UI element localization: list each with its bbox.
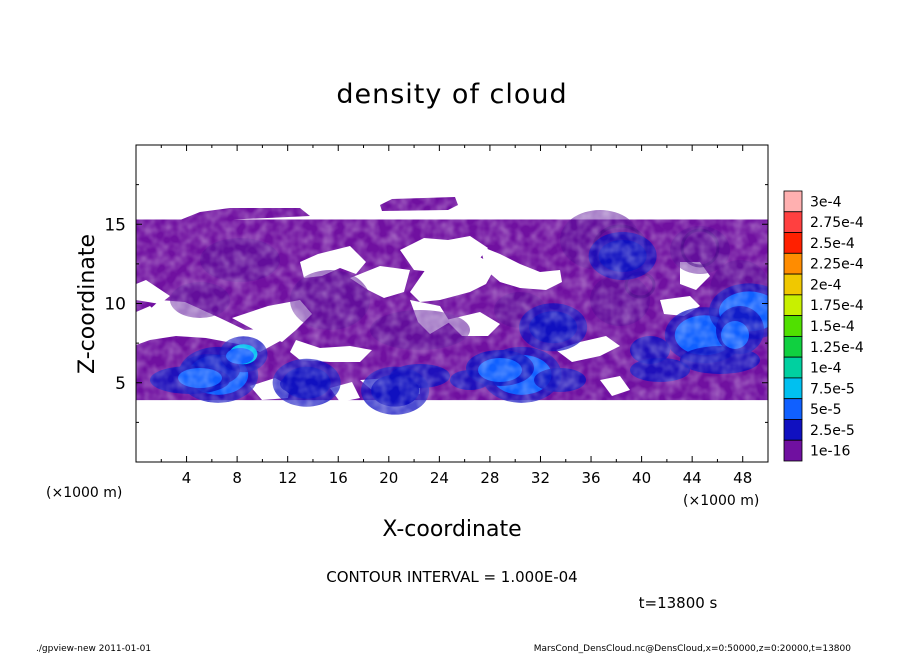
colorbar-swatch: [783, 377, 803, 400]
y-tick-label: 15: [104, 215, 126, 235]
colorbar-swatch: [783, 356, 803, 379]
time-label: t=13800 s: [639, 594, 718, 612]
colorbar-swatch: [783, 211, 803, 233]
x-tick-label: 28: [480, 469, 499, 487]
colorbar-label: 1.75e-4: [810, 298, 864, 314]
colorbar-swatch: [783, 335, 803, 358]
x-tick-label: 20: [379, 469, 398, 487]
y-tick-label: 5: [115, 374, 126, 394]
colorbar-swatch: [783, 398, 803, 420]
x-tick-label: 12: [278, 469, 297, 487]
colorbar-swatch: [783, 419, 803, 441]
colorbar-swatch: [783, 252, 803, 275]
colorbar-label: 2e-4: [810, 277, 842, 293]
x-tick-label: 16: [329, 469, 348, 487]
x-unit-right: (×1000 m): [683, 493, 759, 509]
colorbar-label: 1e-16: [810, 444, 850, 460]
colorbar-label: 2.5e-4: [810, 236, 855, 252]
colorbar-swatch: [783, 294, 803, 317]
x-tick-label: 4: [182, 469, 192, 487]
x-tick-label: 44: [683, 469, 702, 487]
y-tick-label: 10: [104, 295, 126, 315]
colorbar-label: 2.25e-4: [810, 257, 864, 273]
colorbar-swatch: [783, 439, 803, 462]
footer-left: ./gpview-new 2011-01-01: [36, 644, 151, 654]
chart-title: density of cloud: [336, 79, 567, 110]
colorbar-label: 2.75e-4: [810, 215, 864, 231]
colorbar-label: 1e-4: [810, 361, 842, 377]
colorbar-label: 3e-4: [810, 194, 842, 210]
colorbar-label: 7.5e-5: [810, 381, 855, 397]
x-axis-label: X-coordinate: [382, 517, 521, 542]
cloud-field: [136, 145, 768, 462]
colorbar-swatch: [783, 190, 803, 213]
x-tick-label: 36: [581, 469, 600, 487]
x-tick-label: 24: [430, 469, 449, 487]
colorbar-label: 1.25e-4: [810, 340, 864, 356]
x-axis: 4 8 12 16 20 24 28 32 36 40 44 48: [160, 145, 752, 487]
colorbar-swatch: [783, 273, 803, 296]
y-axis-label: Z-coordinate: [75, 234, 100, 374]
x-tick-label: 8: [232, 469, 242, 487]
colorbar-swatch: [783, 315, 803, 337]
y-axis: 5 10 15: [104, 184, 768, 423]
colorbar-label: 1.5e-4: [810, 319, 855, 335]
x-tick-label: 48: [733, 469, 752, 487]
x-tick-label: 32: [531, 469, 550, 487]
grain-overlay: [136, 145, 768, 462]
x-unit-left: (×1000 m): [46, 485, 122, 501]
colorbar-label: 5e-5: [810, 402, 841, 418]
x-tick-label: 40: [632, 469, 651, 487]
colorbar-swatch: [783, 232, 803, 254]
colorbar-label: 2.5e-5: [810, 423, 855, 439]
contour-interval: CONTOUR INTERVAL = 1.000E-04: [326, 568, 577, 586]
colorbar: 3e-4 2.75e-4 2.5e-4 2.25e-4 2e-4 1.75e-4 1.5e-…: [783, 190, 864, 462]
footer-right: MarsCond_DensCloud.nc@DensCloud,x=0:5000…: [534, 644, 851, 654]
